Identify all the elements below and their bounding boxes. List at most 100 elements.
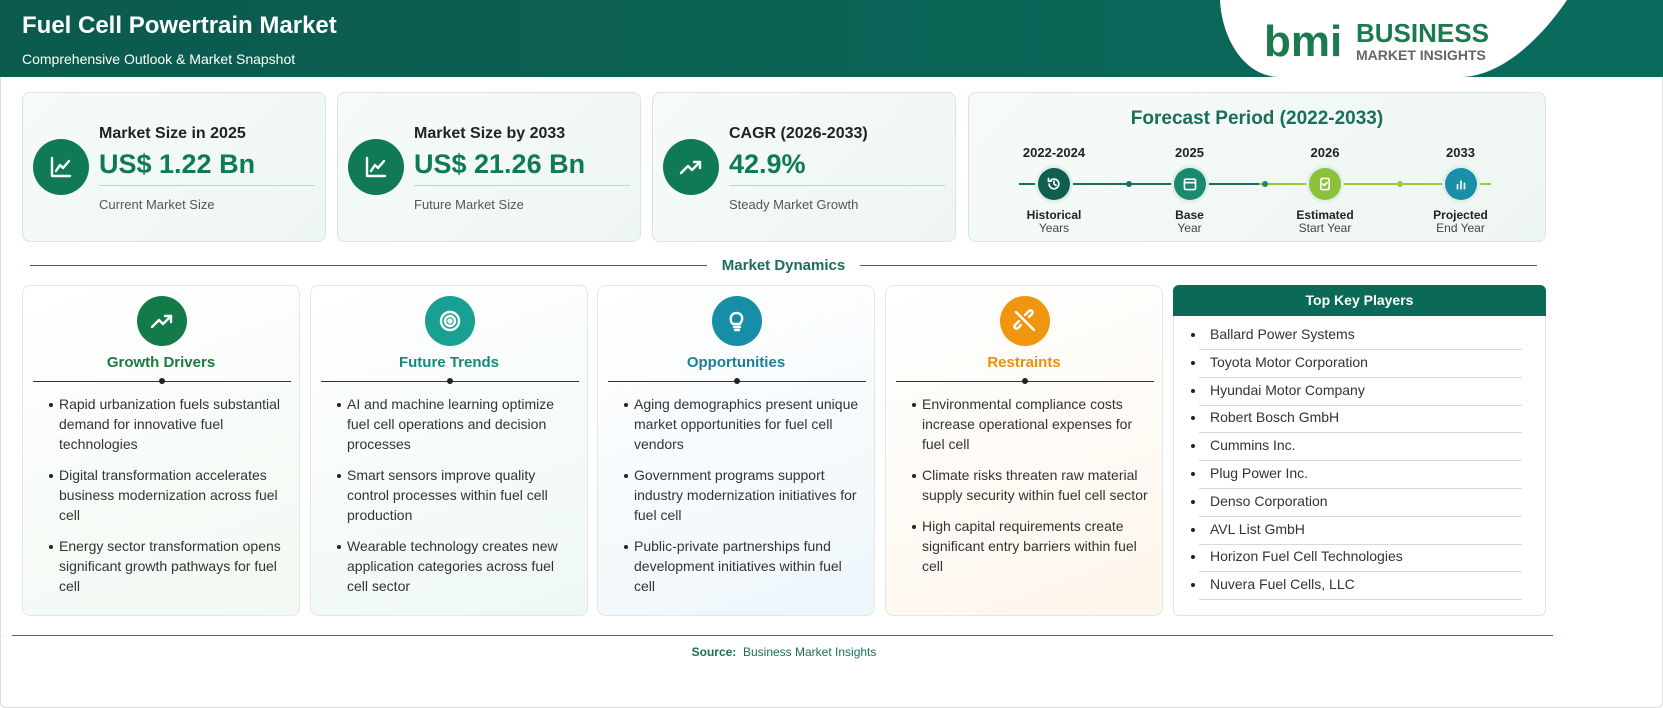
key-player-name: Plug Power Inc. (1210, 465, 1309, 481)
stat-label: Market Size in 2025 (99, 125, 246, 142)
divider-dot (447, 378, 453, 384)
key-player: AVL List GmbH (1191, 517, 1522, 545)
dynamics-item: Public-private partnerships fund develop… (624, 536, 864, 596)
key-player: Ballard Power Systems (1191, 322, 1522, 350)
dynamics-item: Wearable technology creates new applicat… (337, 536, 577, 596)
header-title: Fuel Cell Powertrain Market (22, 12, 337, 39)
icon (50, 156, 72, 178)
key-player: Robert Bosch GmbH (1191, 405, 1522, 434)
dynamics-card: Future Trends AI and machine learning opt… (310, 285, 588, 616)
stat-value: US$ 21.26 Bn (414, 149, 586, 179)
dynamics-card: Growth Drivers Rapid urbanization fuels s… (22, 285, 300, 616)
stat-caption: Steady Market Growth (729, 197, 859, 212)
logo-name: BUSINESS (1356, 18, 1489, 48)
key-player: Nuvera Fuel Cells, LLC (1191, 572, 1522, 601)
forecast-label: Base (1175, 208, 1204, 222)
dynamics-list: AI and machine learning optimize fuel ce… (337, 394, 577, 607)
forecast-label: Historical (1026, 208, 1082, 222)
dynamics-item: Energy sector transformation opens signi… (49, 536, 289, 596)
icon (439, 310, 461, 332)
dynamics-card: Opportunities Aging demographics present … (597, 285, 875, 616)
key-player-name: Hyundai Motor Company (1210, 381, 1365, 398)
stat-divider (729, 185, 945, 186)
stat-label: CAGR (2026-2033) (729, 125, 868, 142)
dynamics-item: Smart sensors improve quality control pr… (337, 465, 577, 525)
dynamics-icon (1000, 296, 1050, 346)
icon (679, 160, 702, 175)
dynamics-item: Digital transformation accelerates busin… (49, 465, 289, 525)
dynamics-list: Aging demographics present unique market… (624, 394, 864, 607)
forecast-sublabel: Years (1038, 221, 1070, 235)
logo-area: bmi BUSINESS MARKET INSIGHTS (1220, 0, 1567, 77)
logo-tagline: MARKET INSIGHTS (1356, 47, 1486, 63)
source-value: Business Market Insights (742, 645, 877, 659)
timeline-dot (1262, 181, 1268, 187)
dynamics-list: Environmental compliance costs increase … (912, 394, 1152, 587)
stat-label: Market Size by 2033 (414, 125, 566, 142)
stat-value: US$ 1.22 Bn (99, 149, 256, 179)
forecast-year: 2026 (1310, 145, 1340, 160)
key-player-name: Horizon Fuel Cell Technologies (1210, 548, 1403, 565)
divider-dot (159, 378, 165, 384)
key-player-name: AVL List GmbH (1210, 520, 1305, 537)
dynamics-card: Restraints Environmental compliance costs… (885, 285, 1163, 616)
forecast-sublabel: Year (1177, 221, 1202, 235)
stat-value: 42.9% (729, 149, 806, 179)
key-player: Horizon Fuel Cell Technologies (1191, 544, 1522, 573)
forecast-year: 2033 (1446, 145, 1475, 160)
section-rule (30, 265, 707, 266)
key-player: Toyota Motor Corporation (1191, 350, 1522, 378)
dynamics-title: Opportunities (686, 354, 786, 371)
section-rule (860, 265, 1537, 266)
dynamics-title: Growth Drivers (106, 354, 216, 371)
key-player: Hyundai Motor Company (1191, 378, 1522, 406)
dynamics-item: Government programs support industry mod… (624, 465, 864, 525)
stat-divider (414, 185, 630, 186)
dynamics-item: AI and machine learning optimize fuel ce… (337, 394, 577, 454)
stat-icon (663, 139, 719, 195)
divider-dot (734, 378, 740, 384)
forecast-marker (1038, 168, 1070, 200)
source-label: Source: (691, 645, 737, 659)
stat-caption: Current Market Size (99, 197, 215, 212)
icon (729, 311, 744, 332)
divider-dot (1022, 378, 1028, 384)
forecast-label: Estimated (1296, 208, 1354, 222)
dynamics-title: Future Trends (398, 354, 499, 371)
source-line: Source: Business Market Insights (0, 645, 1568, 659)
forecast-sublabel: Start Year (1298, 221, 1352, 235)
timeline-dot (1126, 181, 1132, 187)
stat-divider (99, 185, 315, 186)
stat-card: Market Size in 2025 US$ 1.22 Bn Current Ma… (22, 92, 326, 242)
key-player-name: Toyota Motor Corporation (1210, 353, 1368, 370)
dynamics-item: Rapid urbanization fuels substantial dem… (49, 394, 289, 454)
forecast-year: 2022-2024 (1022, 145, 1086, 160)
key-player-name: Ballard Power Systems (1210, 326, 1355, 342)
timeline-dot (1397, 181, 1403, 187)
icon (365, 156, 387, 178)
dynamics-icon (712, 296, 762, 346)
logo-background (1220, 0, 1567, 77)
key-player: Cummins Inc. (1191, 433, 1522, 462)
forecast-marker (1173, 168, 1206, 200)
icon (1013, 309, 1036, 332)
header-subtitle: Comprehensive Outlook & Market Snapshot (22, 51, 296, 67)
key-player-name: Nuvera Fuel Cells, LLC (1210, 576, 1355, 593)
key-player-name: Robert Bosch GmbH (1210, 409, 1340, 426)
forecast-card: Forecast Period (2022-2033) 2022-2024 His… (968, 92, 1546, 242)
dynamics-item: Climate risks threaten raw material supp… (912, 465, 1152, 505)
dynamics-title: Restraints (987, 354, 1061, 371)
key-player: Plug Power Inc. (1191, 461, 1522, 489)
icon (1183, 178, 1196, 191)
key-player: Denso Corporation (1191, 489, 1522, 517)
footer-rule (12, 635, 1553, 636)
forecast-label: Projected (1433, 208, 1488, 222)
forecast-marker (1444, 168, 1477, 200)
dynamics-item: Environmental compliance costs increase … (912, 394, 1152, 454)
dynamics-list: Rapid urbanization fuels substantial dem… (49, 394, 289, 607)
stat-card: Market Size by 2033 US$ 21.26 Bn Future Ma… (337, 92, 641, 242)
stat-icon (33, 139, 89, 195)
icon (1320, 177, 1330, 191)
key-player-name: Cummins Inc. (1210, 437, 1296, 454)
